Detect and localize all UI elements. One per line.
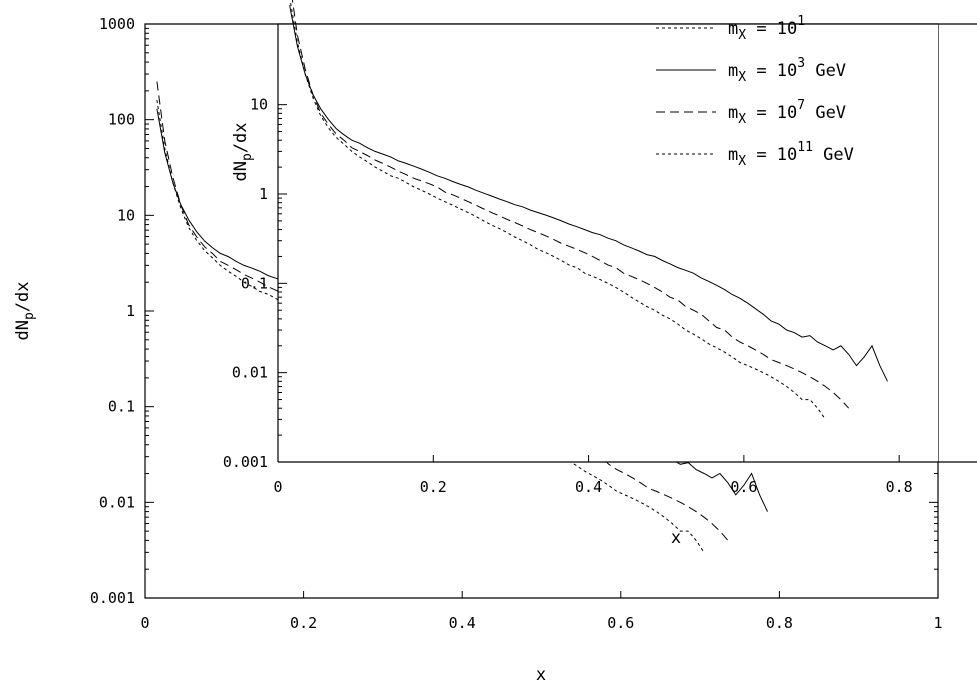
main-chart-x-tick-label: 0.2 xyxy=(290,614,317,632)
main-chart-y-tick-label: 1 xyxy=(126,302,135,320)
inset-chart-legend-label-0: mX = 101 xyxy=(728,14,805,43)
inset-chart-y-tick-label: 10 xyxy=(250,96,268,114)
inset-chart-x-axis-label: x xyxy=(671,528,681,548)
main-chart-y-tick-label: 0.001 xyxy=(90,589,135,607)
inset-chart-legend-label-1: mX = 103 GeV xyxy=(728,56,846,85)
inset-chart-y-axis-label: dNp/dx xyxy=(231,122,255,181)
inset-chart-series-line-1 xyxy=(289,5,888,382)
inset-chart-series-line-2 xyxy=(291,0,850,409)
inset-chart-axes-frame xyxy=(277,23,977,463)
inset-background xyxy=(278,24,938,462)
main-chart-x-tick-label: 0.4 xyxy=(449,614,476,632)
inset-chart-x-tick-label: 0 xyxy=(273,478,282,496)
inset-chart: 0 0.2 0.4 0.6 0.8 0.001 0.01 0.1 1 10 x dNp/dx mX = … xyxy=(223,0,977,548)
inset-chart-series-line-3 xyxy=(289,0,826,420)
main-chart-x-axis-label: x xyxy=(536,665,546,684)
inset-chart-legend-label-3: mX = 1011 GeV xyxy=(728,140,854,169)
main-chart-x-tick-label: 0.6 xyxy=(607,614,634,632)
inset-chart-x-tick-label: 0.6 xyxy=(730,478,757,496)
main-chart-x-tick-label: 0 xyxy=(140,614,149,632)
inset-chart-series xyxy=(289,0,888,420)
inset-chart-legend-label-2: mX = 107 GeV xyxy=(728,98,846,127)
inset-chart-y-tick-label: 0.001 xyxy=(223,453,268,471)
inset-chart-y-tick-label: 0.01 xyxy=(232,364,268,382)
main-chart-y-tick-label: 1000 xyxy=(99,15,135,33)
inset-chart-y-tick-label: 1 xyxy=(259,185,268,203)
main-chart-y-tick-label: 100 xyxy=(108,111,135,129)
inset-chart-y-tick-label: 0.1 xyxy=(241,274,268,292)
main-chart-y-tick-label: 10 xyxy=(117,206,135,224)
inset-chart-x-tick-label: 0.2 xyxy=(420,478,447,496)
main-chart-x-tick-label: 0.8 xyxy=(766,614,793,632)
main-chart-y-axis-label: dNp/dx xyxy=(13,281,37,340)
inset-chart-x-tick-label: 0.4 xyxy=(575,478,602,496)
inset-chart-x-tick-label: 0.8 xyxy=(886,478,913,496)
main-chart-y-tick-label: 0.1 xyxy=(108,398,135,416)
main-chart-x-tick-label: 1 xyxy=(933,614,942,632)
main-chart-y-tick-label: 0.01 xyxy=(99,493,135,511)
